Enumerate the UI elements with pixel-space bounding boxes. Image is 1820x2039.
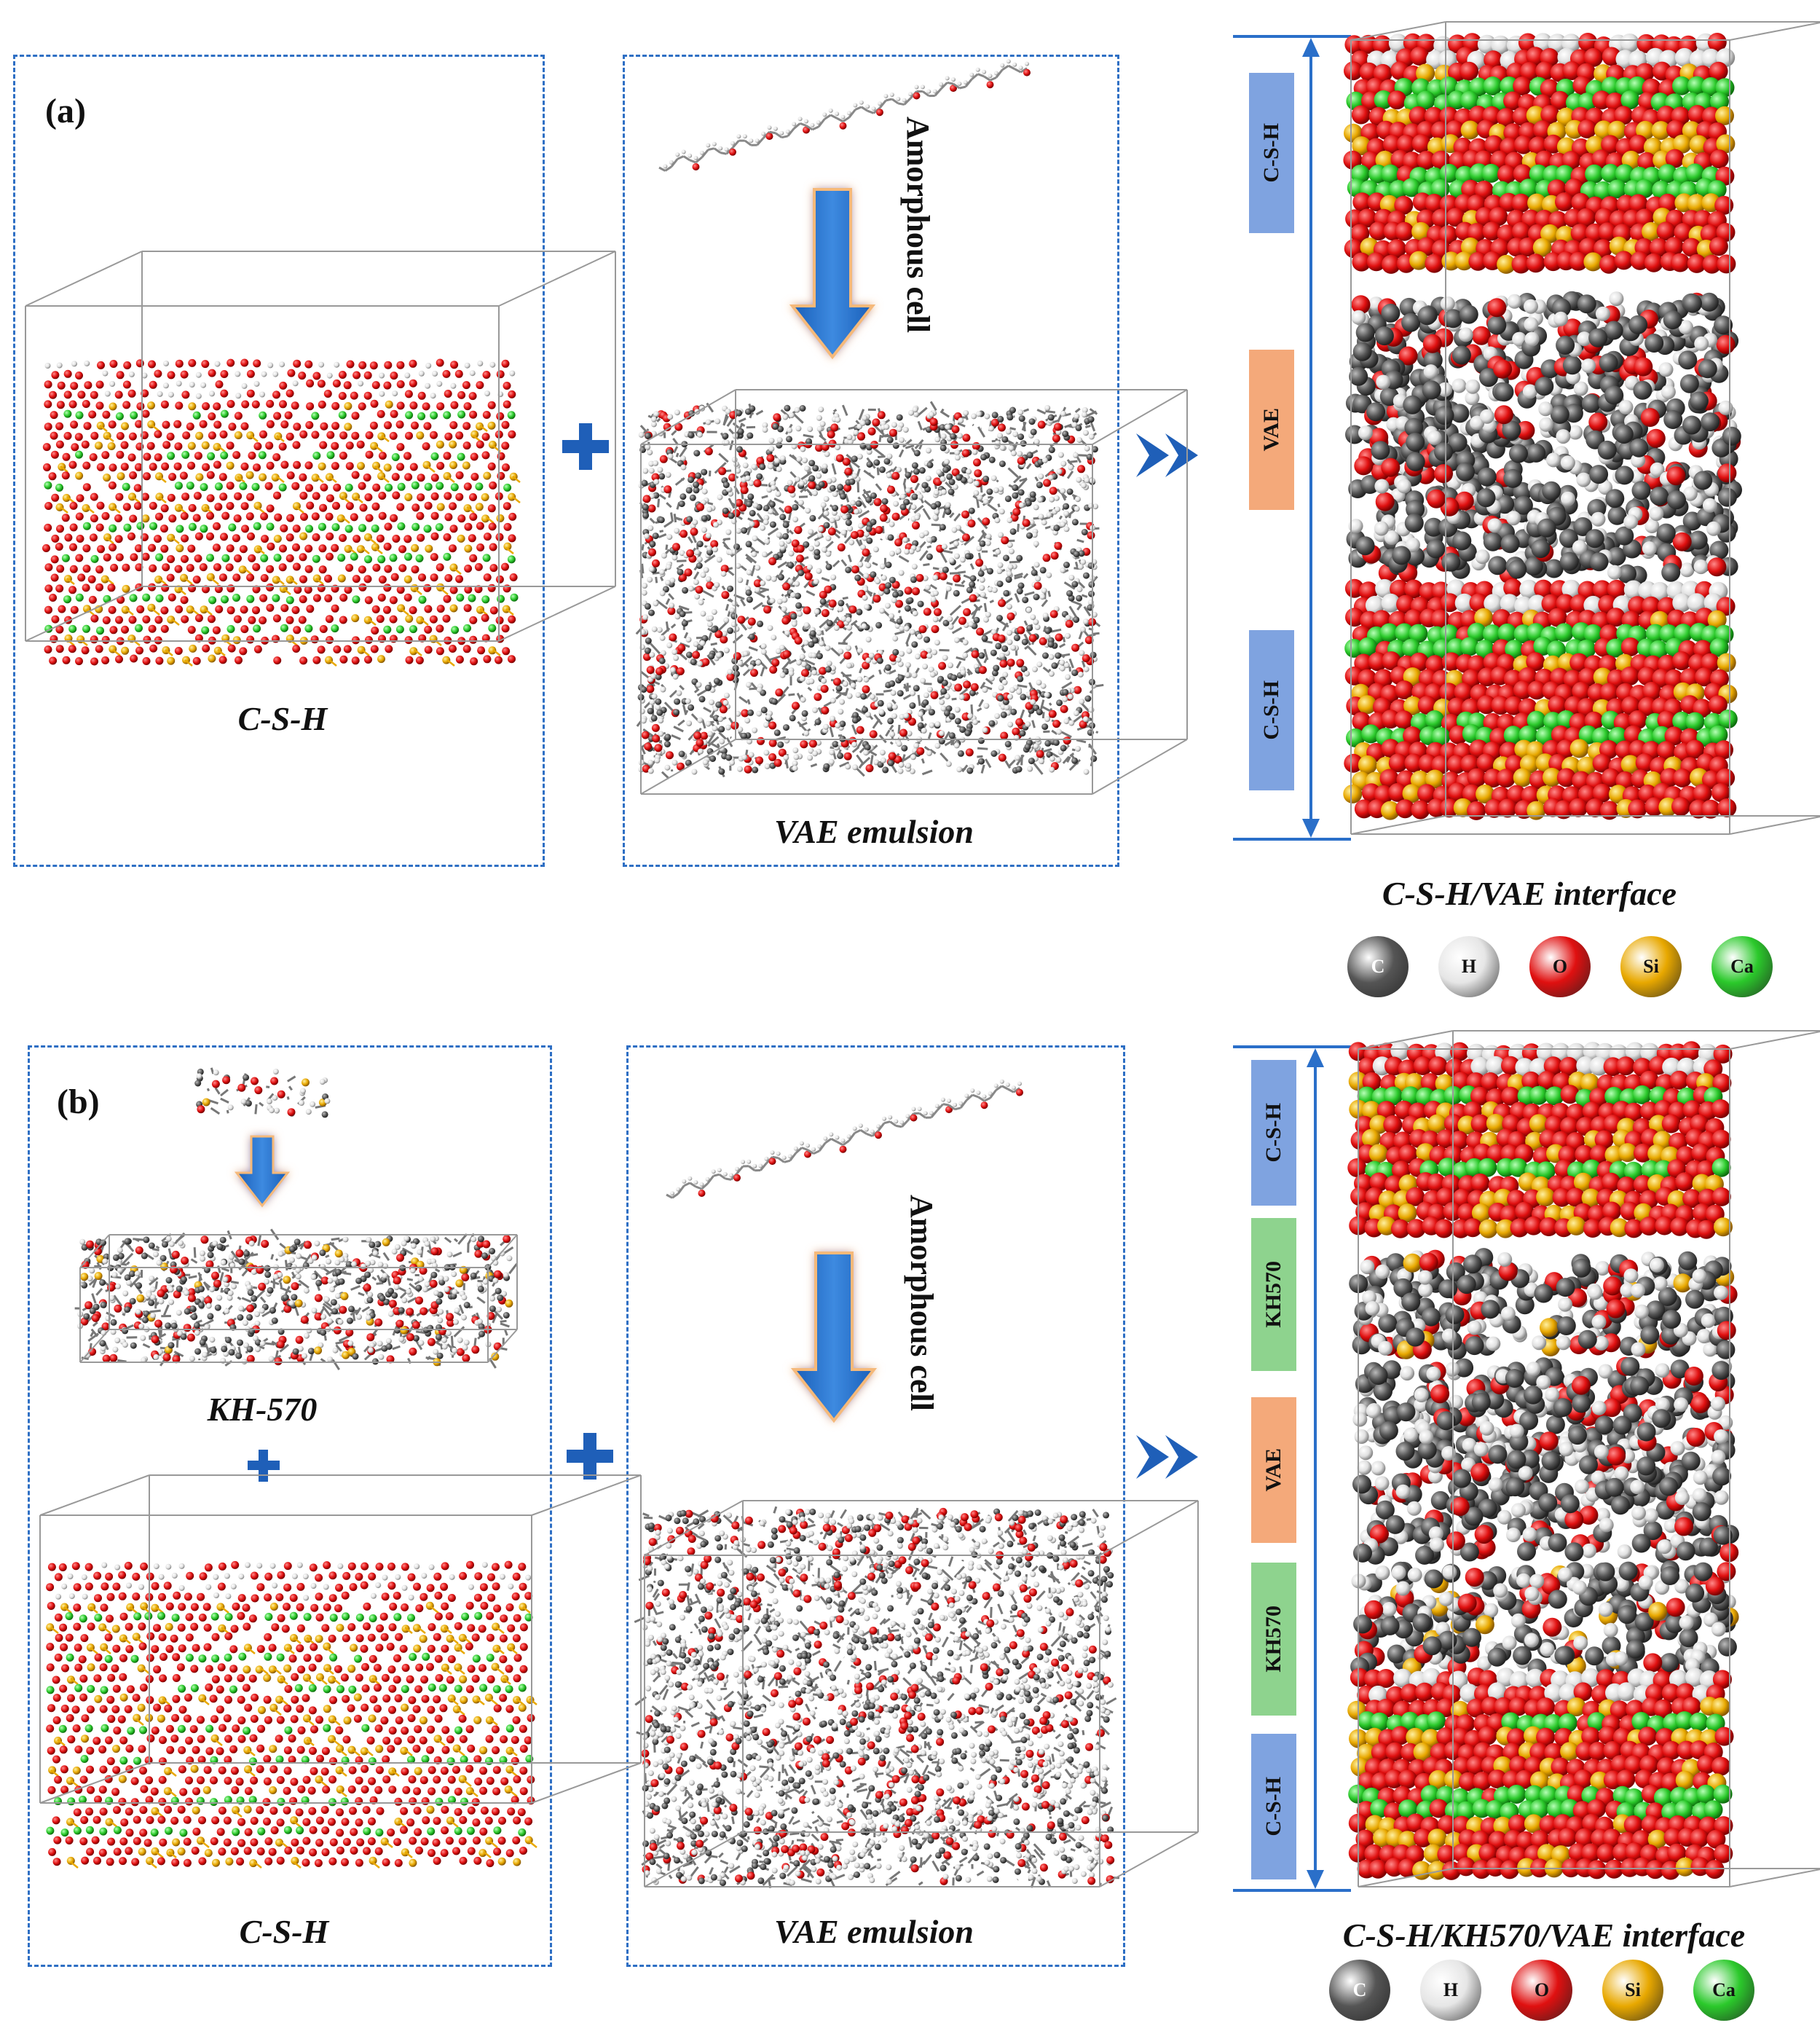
panel-label-a: (a) xyxy=(45,92,86,130)
legend-atom-o: O xyxy=(1529,936,1591,997)
legend-atom-ca: Ca xyxy=(1711,936,1773,997)
legend-atom-h: H xyxy=(1438,936,1500,997)
vae-cell-box-b xyxy=(644,1500,1199,1887)
chevron-arrow-icon-a xyxy=(1136,433,1198,477)
amorphous-text-b: Amorphous cell xyxy=(904,1195,939,1411)
panel-label-b: (b) xyxy=(57,1083,100,1121)
extent-arrow-b xyxy=(1233,1045,1351,1892)
csh-caption-b: C-S-H xyxy=(239,1913,329,1950)
layer-label-b-kh-top: KH570 xyxy=(1251,1218,1296,1371)
vae-chain-a xyxy=(658,59,1031,172)
kh570-molecule xyxy=(194,1067,331,1118)
interface-kh-top-b xyxy=(1349,1248,1738,1360)
kh-caption-b: KH-570 xyxy=(207,1391,318,1428)
kh570-polymer xyxy=(74,1228,518,1371)
legend-atom-si: Si xyxy=(1620,936,1682,997)
csh-crystal-a xyxy=(42,358,521,667)
interface-vae-b xyxy=(1352,1356,1739,1565)
vae-cell-box-a xyxy=(640,389,1188,795)
vae-polymer-b xyxy=(634,1506,1119,1888)
interface-kh-bottom-b xyxy=(1350,1560,1739,1678)
vae-chain-b xyxy=(666,1079,1023,1199)
down-arrow-icon-kh xyxy=(234,1135,291,1208)
interface-csh-top-a xyxy=(1343,33,1736,274)
csh-cell-box-a xyxy=(25,251,616,642)
csh-box-b xyxy=(28,1045,552,1967)
extent-arrow-a xyxy=(1233,35,1351,841)
layer-label-b-kh-bottom: KH570 xyxy=(1251,1563,1296,1716)
plus-icon-b-small xyxy=(248,1450,280,1482)
csh-box-a xyxy=(13,55,545,867)
layer-label-b-csh-bottom: C-S-H xyxy=(1251,1734,1296,1879)
vae-polymer-a xyxy=(635,401,1104,779)
layer-label-a-csh-top: C-S-H xyxy=(1249,73,1294,233)
kh570-cell-box xyxy=(79,1234,518,1363)
vae-caption-b: VAE emulsion xyxy=(774,1913,974,1950)
vae-caption-a: VAE emulsion xyxy=(774,813,974,850)
chevron-arrow-icon-b xyxy=(1136,1435,1198,1479)
legend-atom-c: C xyxy=(1329,1960,1390,2021)
down-arrow-icon-b xyxy=(790,1252,878,1423)
legend-atom-c: C xyxy=(1347,936,1409,997)
layer-label-b-vae: VAE xyxy=(1251,1397,1296,1543)
legend-atom-si: Si xyxy=(1602,1960,1663,2021)
amorphous-text-a: Amorphous cell xyxy=(900,117,936,333)
layer-label-b-csh-top: C-S-H xyxy=(1251,1060,1296,1206)
plus-icon-b-large xyxy=(567,1433,613,1480)
result-caption-a: C-S-H/VAE interface xyxy=(1382,875,1677,912)
vae-box-a xyxy=(623,55,1119,867)
plus-icon-a xyxy=(562,423,609,470)
interface-csh-top-b xyxy=(1347,1041,1733,1239)
legend-atom-ca: Ca xyxy=(1693,1960,1754,2021)
interface-csh-bottom-a xyxy=(1343,578,1738,820)
down-arrow-icon-a xyxy=(789,188,876,360)
csh-cell-box-b xyxy=(39,1474,642,1804)
layer-label-a-vae: VAE xyxy=(1249,350,1294,510)
csh-caption-a: C-S-H xyxy=(237,700,328,737)
legend-atom-h: H xyxy=(1420,1960,1481,2021)
interface-box-a xyxy=(1350,21,1820,835)
result-caption-b: C-S-H/KH570/VAE interface xyxy=(1342,1917,1746,1954)
csh-crystal-b xyxy=(46,1560,537,1869)
interface-box-b xyxy=(1358,1030,1820,1887)
vae-box-b xyxy=(626,1045,1125,1967)
interface-vae-a xyxy=(1345,291,1742,585)
layer-label-a-csh-bottom: C-S-H xyxy=(1249,630,1294,790)
legend-atom-o: O xyxy=(1511,1960,1572,2021)
interface-csh-bottom-b xyxy=(1347,1667,1734,1880)
